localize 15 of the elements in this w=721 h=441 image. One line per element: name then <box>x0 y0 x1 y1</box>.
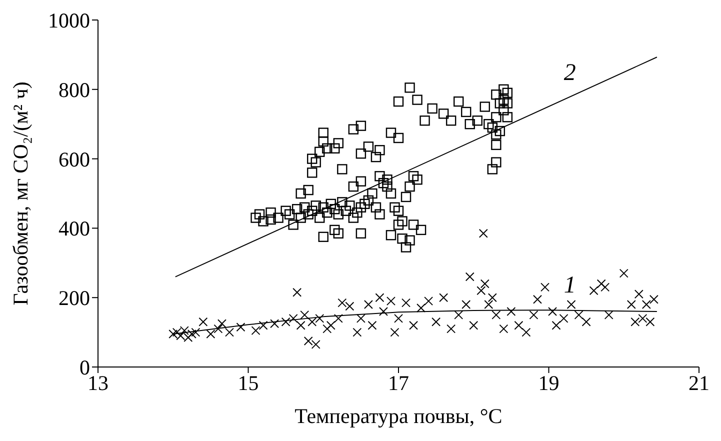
series-label: 2 <box>564 60 576 86</box>
x-axis-title: Температура почвы, °C <box>294 404 502 428</box>
y-tick-label: 0 <box>80 355 90 380</box>
y-tick-label: 600 <box>58 147 90 172</box>
x-tick-label: 17 <box>388 370 409 395</box>
y-tick-label: 200 <box>58 286 90 310</box>
x-tick-label: 13 <box>88 370 108 395</box>
x-tick-label: 21 <box>688 370 710 395</box>
x-tick-label: 15 <box>238 370 259 395</box>
y-tick-label: 400 <box>58 216 90 241</box>
x-tick-label: 19 <box>538 370 560 395</box>
y-tick-label: 1000 <box>48 8 90 32</box>
y-axis-title: Газообмен, мг CO₂/(м² ч) <box>8 82 32 306</box>
series-label: 1 <box>564 272 576 298</box>
y-tick-label: 800 <box>58 78 90 102</box>
